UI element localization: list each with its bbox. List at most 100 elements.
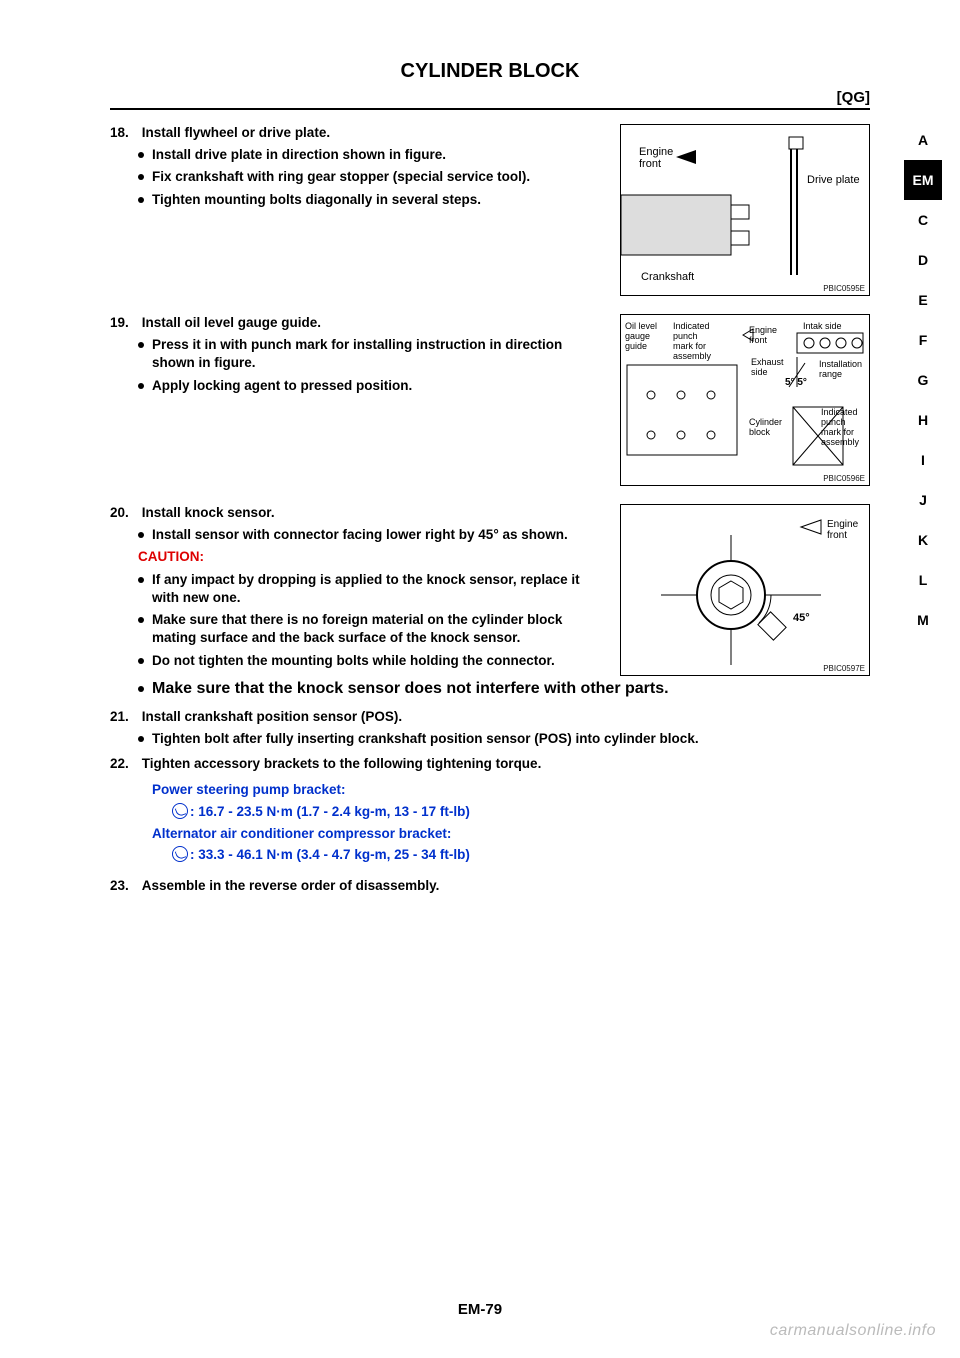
figure-drive-plate: Engine front Crankshaft Drive plate PBIC… — [620, 124, 870, 296]
caution-item: Do not tighten the mounting bolts while … — [138, 652, 608, 670]
step-22: 22. Tighten accessory brackets to the fo… — [110, 756, 870, 771]
step-20-num: 20. — [110, 504, 138, 522]
tab-h[interactable]: H — [904, 400, 942, 440]
step-21-title: Install crankshaft position sensor (POS)… — [142, 709, 402, 724]
svg-text:punch: punch — [821, 417, 846, 427]
tab-d[interactable]: D — [904, 240, 942, 280]
step-20: 20. Install knock sensor. Install sensor… — [110, 504, 870, 676]
svg-text:assembly: assembly — [821, 437, 860, 447]
svg-text:mark for: mark for — [821, 427, 854, 437]
svg-text:Cylinder: Cylinder — [749, 417, 782, 427]
tab-l[interactable]: L — [904, 560, 942, 600]
svg-text:side: side — [751, 367, 768, 377]
step-list: 18. Install flywheel or drive plate. Ins… — [110, 124, 870, 771]
fig-label: front — [639, 158, 661, 170]
page-title: CYLINDER BLOCK — [110, 60, 870, 83]
fig-label: Drive plate — [807, 174, 860, 186]
step-23: 23. Assemble in the reverse order of dis… — [110, 878, 870, 893]
step-20-cautions: If any impact by dropping is applied to … — [110, 571, 608, 670]
step-20-bullet: Install sensor with connector facing low… — [138, 526, 608, 544]
step-22-num: 22. — [110, 756, 138, 771]
svg-text:Installation: Installation — [819, 359, 862, 369]
caution-item: Make sure that there is no foreign mater… — [138, 611, 608, 647]
step-23-title: Assemble in the reverse order of disasse… — [142, 878, 440, 893]
caution-item: If any impact by dropping is applied to … — [138, 571, 608, 607]
step-18: 18. Install flywheel or drive plate. Ins… — [110, 124, 870, 296]
tab-f[interactable]: F — [904, 320, 942, 360]
fig-label: Crankshaft — [641, 271, 694, 283]
torque-line3: Alternator air conditioner compressor br… — [152, 823, 870, 845]
fig-label: Engine — [639, 146, 673, 158]
tab-m[interactable]: M — [904, 600, 942, 640]
section-tag: [QG] — [837, 89, 870, 106]
page-number: EM-79 — [0, 1301, 960, 1318]
svg-text:Oil level: Oil level — [625, 321, 657, 331]
divider — [110, 108, 870, 110]
torque-line1: Power steering pump bracket: — [152, 779, 870, 801]
step-20-cautions-cont: Make sure that the knock sensor does not… — [110, 680, 870, 698]
step-20-bullets: Install sensor with connector facing low… — [110, 526, 608, 544]
tab-e[interactable]: E — [904, 280, 942, 320]
step-22-title: Tighten accessory brackets to the follow… — [142, 756, 542, 771]
svg-text:mark for: mark for — [673, 341, 706, 351]
step-19-title: Install oil level gauge guide. — [142, 315, 321, 330]
watermark: carmanualsonline.info — [770, 1322, 936, 1340]
svg-text:Intak side: Intak side — [803, 321, 842, 331]
step-21-num: 21. — [110, 708, 138, 726]
sidebar: A EM C D E F G H I J K L M — [904, 120, 942, 640]
step-19-bullet: Press it in with punch mark for installi… — [138, 336, 608, 372]
step-19-num: 19. — [110, 314, 138, 332]
step-18-num: 18. — [110, 124, 138, 142]
tab-i[interactable]: I — [904, 440, 942, 480]
torque-line4: : 33.3 - 46.1 N·m (3.4 - 4.7 kg-m, 25 - … — [152, 844, 870, 866]
tab-em[interactable]: EM — [904, 160, 942, 200]
caution-item: Make sure that the knock sensor does not… — [138, 680, 870, 698]
step-18-title: Install flywheel or drive plate. — [142, 125, 330, 140]
figure-knock-sensor: Engine front 45° PBIC0597E — [620, 504, 870, 676]
step-20-text: 20. Install knock sensor. Install sensor… — [110, 504, 620, 676]
step-18-bullet: Fix crankshaft with ring gear stopper (s… — [138, 168, 608, 186]
svg-text:punch: punch — [673, 331, 698, 341]
step-18-bullet: Tighten mounting bolts diagonally in sev… — [138, 191, 608, 209]
step-21: 21. Install crankshaft position sensor (… — [110, 708, 870, 748]
torque-icon — [172, 846, 188, 862]
step-19-bullets: Press it in with punch mark for installi… — [110, 336, 608, 395]
torque-icon — [172, 803, 188, 819]
svg-text:Indicated: Indicated — [673, 321, 710, 331]
step-20-title: Install knock sensor. — [142, 505, 275, 520]
figure-ref: PBIC0595E — [823, 284, 865, 293]
svg-text:5° 5°: 5° 5° — [785, 377, 807, 388]
step-19-text: 19. Install oil level gauge guide. Press… — [110, 314, 620, 486]
tab-c[interactable]: C — [904, 200, 942, 240]
step-18-bullets: Install drive plate in direction shown i… — [110, 146, 608, 209]
tab-a[interactable]: A — [904, 120, 942, 160]
tab-g[interactable]: G — [904, 360, 942, 400]
torque-value2: : 33.3 - 46.1 N·m (3.4 - 4.7 kg-m, 25 - … — [190, 847, 470, 862]
torque-value1: : 16.7 - 23.5 N·m (1.7 - 2.4 kg-m, 13 - … — [190, 804, 470, 819]
svg-text:Indicated: Indicated — [821, 407, 858, 417]
svg-text:guide: guide — [625, 341, 647, 351]
figure-ref: PBIC0596E — [823, 474, 865, 483]
step-19-bullet: Apply locking agent to pressed position. — [138, 377, 608, 395]
svg-text:Engine: Engine — [827, 519, 859, 530]
svg-text:Exhaust: Exhaust — [751, 357, 784, 367]
page: CYLINDER BLOCK [QG] A EM C D E F G H I J… — [0, 0, 960, 1358]
svg-text:range: range — [819, 369, 842, 379]
figure-oil-gauge: Oil level gauge guide Indicated punch ma… — [620, 314, 870, 486]
torque-block: Power steering pump bracket: : 16.7 - 23… — [110, 779, 870, 865]
svg-text:45°: 45° — [793, 612, 810, 624]
step-18-text: 18. Install flywheel or drive plate. Ins… — [110, 124, 620, 296]
step-21-bullet: Tighten bolt after fully inserting crank… — [138, 730, 870, 748]
figure-ref: PBIC0597E — [823, 664, 865, 673]
caution-label: CAUTION: — [110, 548, 608, 566]
step-21-bullets: Tighten bolt after fully inserting crank… — [110, 730, 870, 748]
step-20-caution-tail: Make sure that the knock sensor does not… — [110, 680, 870, 698]
step-19: 19. Install oil level gauge guide. Press… — [110, 314, 870, 486]
step-18-bullet: Install drive plate in direction shown i… — [138, 146, 608, 164]
torque-line2: : 16.7 - 23.5 N·m (1.7 - 2.4 kg-m, 13 - … — [152, 801, 870, 823]
svg-text:front: front — [827, 530, 847, 541]
tab-j[interactable]: J — [904, 480, 942, 520]
svg-text:gauge: gauge — [625, 331, 650, 341]
step-23-num: 23. — [110, 878, 138, 893]
tab-k[interactable]: K — [904, 520, 942, 560]
